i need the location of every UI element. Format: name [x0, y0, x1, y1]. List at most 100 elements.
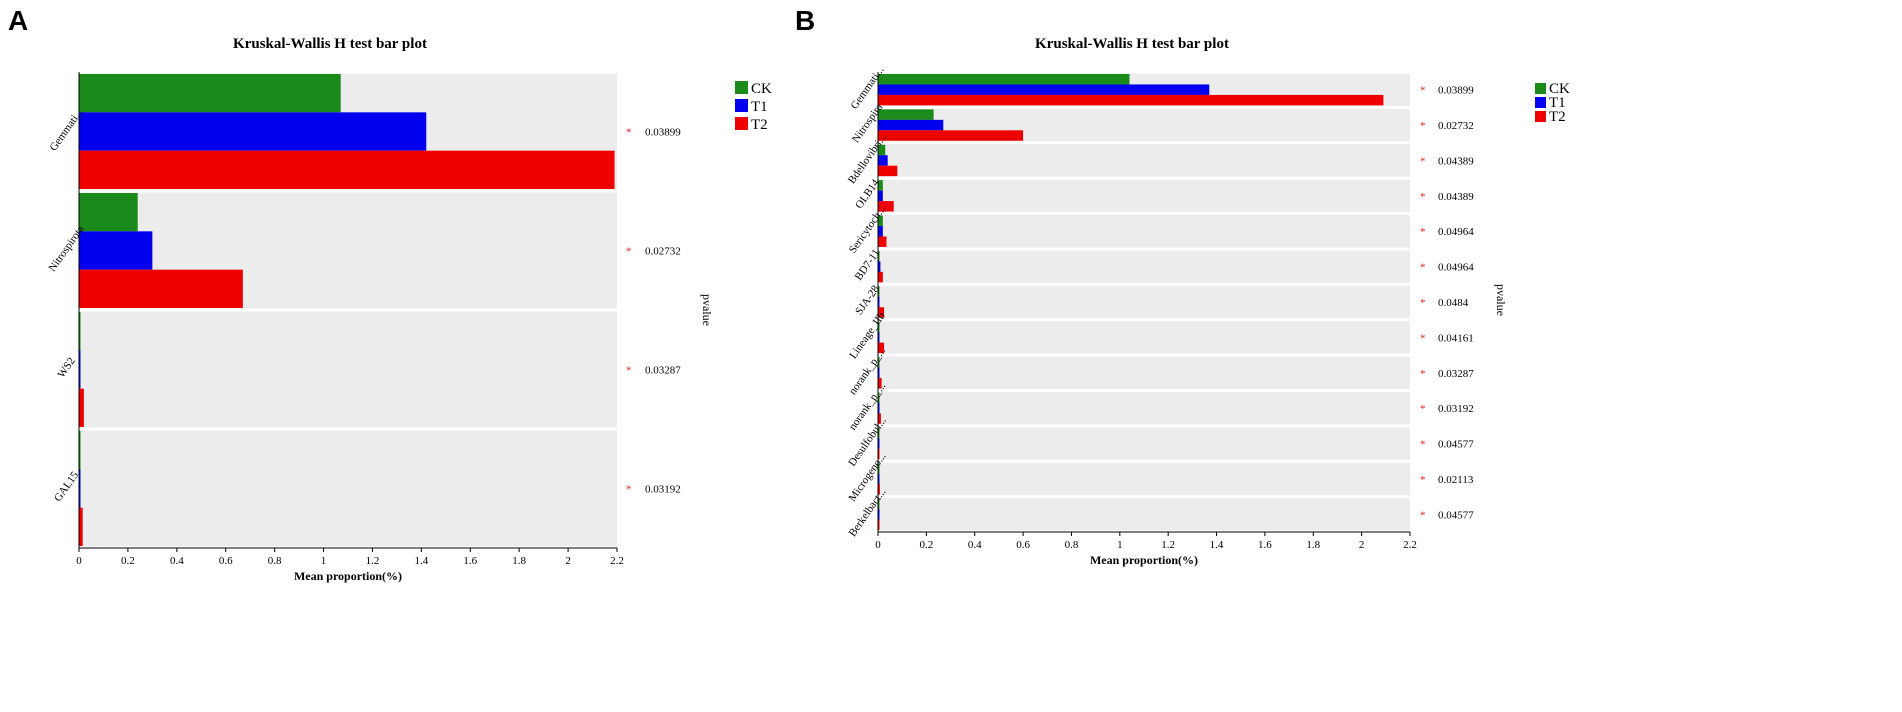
p-value-label: 0.02732: [1438, 120, 1474, 132]
bar-t2: [878, 307, 885, 318]
x-tick-label: 0.4: [968, 539, 982, 551]
row-background: [79, 311, 617, 428]
row-background: [878, 498, 1410, 531]
x-tick-label: 0.8: [268, 555, 282, 567]
row-background: [878, 215, 1410, 248]
legend-label: T1: [1549, 95, 1566, 111]
x-tick-label: 2.2: [610, 555, 624, 567]
bar-t1: [878, 438, 880, 449]
x-tick-label: 1.4: [414, 555, 428, 567]
chart-title: Kruskal-Wallis H test bar plot: [1035, 36, 1229, 52]
p-value-label: 0.03899: [645, 127, 681, 139]
x-tick-label: 1.4: [1210, 539, 1224, 551]
bar-t1: [878, 119, 944, 131]
bar-ck: [878, 321, 880, 333]
chart-title: Kruskal-Wallis H test bar plot: [233, 36, 427, 52]
pvalue-axis-label: pvalue: [700, 294, 714, 326]
p-value-label: 0.04577: [1438, 509, 1474, 521]
bar-t1: [878, 509, 880, 520]
legend-swatch-ck: [735, 81, 748, 94]
significance-star: *: [1420, 439, 1426, 451]
bar-t1: [878, 226, 883, 237]
x-axis-label: Mean proportion(%): [1090, 553, 1198, 567]
significance-star: *: [626, 246, 632, 258]
bar-t1: [878, 332, 880, 343]
legend-swatch-t2: [735, 117, 748, 130]
row-background: [878, 250, 1410, 283]
bar-ck: [878, 427, 880, 439]
bar-t1: [878, 473, 880, 485]
p-value-label: 0.03287: [645, 365, 681, 377]
p-value-label: 0.04577: [1438, 439, 1474, 451]
p-value-label: 0.02732: [645, 246, 681, 258]
row-background: [878, 179, 1410, 213]
bar-ck: [79, 312, 81, 351]
x-tick-label: 2.2: [1403, 539, 1417, 551]
x-tick-label: 1.8: [512, 555, 526, 567]
legend-label: CK: [1549, 81, 1570, 97]
panel-letter: A: [8, 5, 28, 36]
x-tick-label: 1.8: [1306, 539, 1320, 551]
bar-t1: [878, 190, 883, 202]
bar-ck: [878, 498, 880, 510]
x-tick-label: 0.8: [1065, 539, 1079, 551]
panel-b: B Kruskal-Wallis H test bar plot 0 0.2 0.4 0.…: [795, 5, 1570, 567]
p-value-label: 0.03287: [1438, 368, 1474, 380]
x-tick-label: 1.2: [366, 555, 380, 567]
legend-swatch-t1: [735, 99, 748, 112]
bar-t2: [878, 413, 881, 424]
bar-ck: [878, 463, 880, 474]
p-value-label: 0.04964: [1438, 262, 1474, 274]
row-background: [878, 321, 1410, 354]
bar-ck: [878, 74, 1130, 85]
p-value-label: 0.02113: [1438, 474, 1474, 486]
p-value-label: 0.0484: [1438, 297, 1469, 309]
row-background: [878, 356, 1410, 389]
significance-star: *: [1420, 297, 1426, 309]
bar-t2: [878, 342, 885, 354]
significance-star: *: [1420, 120, 1426, 132]
significance-star: *: [626, 484, 632, 496]
legend-label: CK: [751, 81, 772, 97]
p-value-label: 0.04161: [1438, 332, 1474, 344]
x-tick-label: 1.6: [463, 555, 477, 567]
bar-ck: [79, 193, 138, 232]
x-tick-label: 0.2: [121, 555, 135, 567]
bar-ck: [878, 180, 883, 191]
x-tick-label: 1: [321, 555, 327, 567]
bar-ck: [878, 250, 880, 262]
x-tick-label: 2: [565, 555, 571, 567]
row-background: [878, 462, 1410, 496]
significance-star: *: [1420, 191, 1426, 203]
legend-swatch-ck: [1535, 83, 1546, 94]
bar-ck: [878, 392, 880, 403]
category-label: GAL15: [52, 469, 81, 504]
x-tick-label: 0: [875, 539, 881, 551]
bar-t2: [878, 165, 898, 177]
significance-star: *: [1420, 332, 1426, 344]
x-tick-label: 1.2: [1161, 539, 1175, 551]
p-value-label: 0.03192: [645, 484, 681, 496]
bar-t2: [878, 519, 880, 530]
bar-t2: [79, 150, 615, 189]
bar-ck: [878, 286, 880, 297]
legend-swatch-t1: [1535, 97, 1546, 108]
significance-star: *: [626, 127, 632, 139]
p-value-label: 0.03192: [1438, 403, 1474, 415]
legend-swatch-t2: [1535, 111, 1546, 122]
bar-t1: [878, 84, 1210, 95]
x-tick-label: 0.4: [170, 555, 184, 567]
bar-t2: [878, 130, 1024, 141]
bar-t2: [79, 269, 243, 308]
bar-t2: [79, 507, 83, 546]
row-background: [878, 427, 1410, 460]
significance-star: *: [1420, 368, 1426, 380]
bar-t2: [878, 201, 894, 212]
bar-t1: [878, 296, 880, 308]
panel-letter: B: [795, 5, 815, 36]
significance-star: *: [1420, 85, 1426, 97]
bar-ck: [878, 144, 886, 156]
pvalue-axis-label: pvalue: [1494, 284, 1508, 316]
row-background: [878, 391, 1410, 425]
